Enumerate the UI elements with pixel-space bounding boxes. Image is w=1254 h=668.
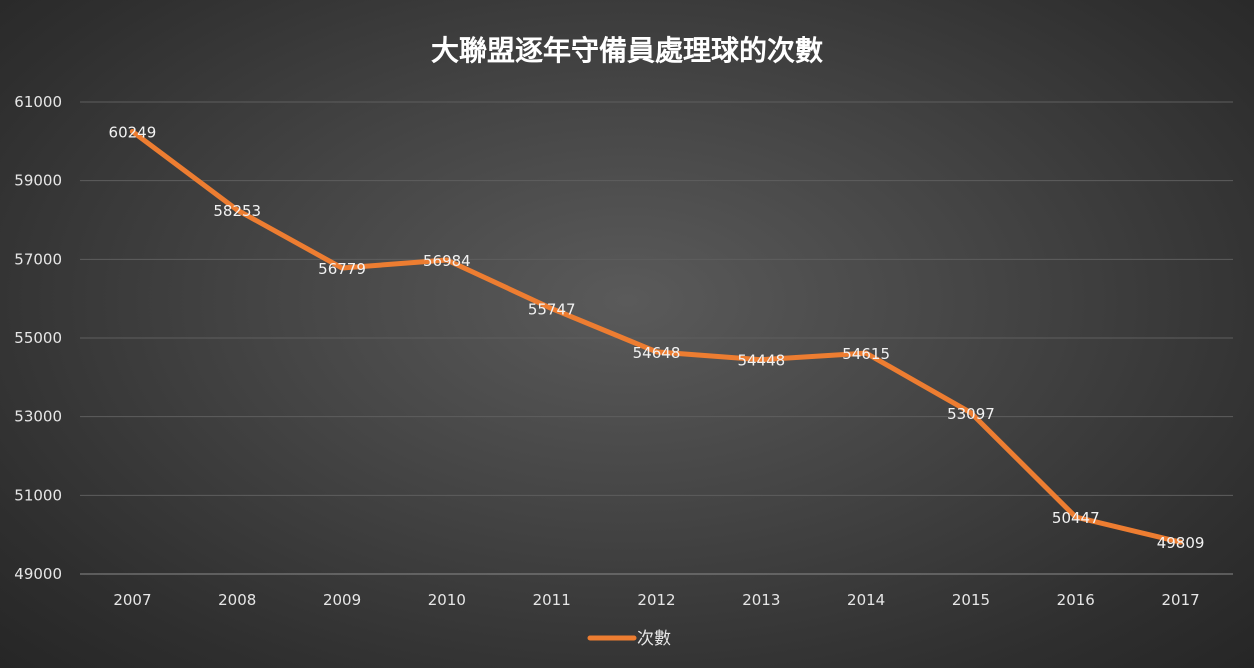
data-point — [1178, 539, 1184, 545]
x-axis-ticks: 2007 2008 2009 2010 2011 2012 2013 2014 2015 2016… — [113, 591, 1199, 609]
y-tick-label: 51000 — [14, 486, 62, 504]
x-tick-label: 2013 — [742, 591, 780, 609]
x-tick-label: 2008 — [218, 591, 256, 609]
data-point — [863, 350, 869, 356]
data-label: 50447 — [1052, 509, 1100, 527]
chart-title: 大聯盟逐年守備員處理球的次數 — [431, 34, 823, 67]
y-tick-label: 59000 — [14, 172, 62, 190]
data-point — [549, 306, 555, 312]
data-point — [654, 349, 659, 355]
data-label: 54648 — [633, 344, 681, 362]
x-tick-label: 2017 — [1161, 591, 1199, 609]
data-label: 54615 — [842, 345, 890, 363]
data-point — [1073, 514, 1079, 520]
data-point — [339, 265, 345, 271]
gridlines — [80, 101, 1233, 575]
y-tick-label: 57000 — [14, 250, 62, 268]
x-tick-label: 2009 — [323, 591, 361, 609]
data-point — [444, 257, 450, 263]
data-point — [968, 410, 974, 416]
y-tick-label: 53000 — [14, 408, 62, 426]
data-label: 55747 — [528, 301, 576, 319]
data-label: 53097 — [947, 405, 995, 423]
y-tick-label: 49000 — [14, 565, 62, 583]
data-label: 54448 — [737, 352, 785, 370]
y-axis-ticks: 49000 51000 53000 55000 57000 59000 61000 — [14, 93, 62, 583]
data-label: 60249 — [109, 124, 157, 142]
data-point — [234, 207, 240, 213]
series-layer — [129, 129, 1184, 545]
data-point — [758, 357, 764, 363]
data-point — [129, 129, 135, 135]
legend: 次數 — [587, 629, 671, 649]
data-labels: 60249 58253 56779 56984 55747 54648 54448 54615… — [109, 124, 1205, 553]
x-tick-label: 2011 — [533, 591, 571, 609]
data-label: 49809 — [1157, 534, 1205, 552]
data-label: 56779 — [318, 260, 366, 278]
y-tick-label: 55000 — [14, 329, 62, 347]
x-tick-label: 2016 — [1057, 591, 1095, 609]
legend-label: 次數 — [637, 629, 671, 649]
data-label: 58253 — [213, 202, 261, 220]
x-tick-label: 2015 — [952, 591, 990, 609]
x-tick-label: 2010 — [428, 591, 466, 609]
x-tick-label: 2014 — [847, 591, 885, 609]
series-line — [129, 129, 1184, 545]
data-label: 56984 — [423, 252, 471, 270]
y-tick-label: 61000 — [14, 93, 62, 111]
x-tick-label: 2012 — [637, 591, 675, 609]
x-tick-label: 2007 — [113, 591, 151, 609]
